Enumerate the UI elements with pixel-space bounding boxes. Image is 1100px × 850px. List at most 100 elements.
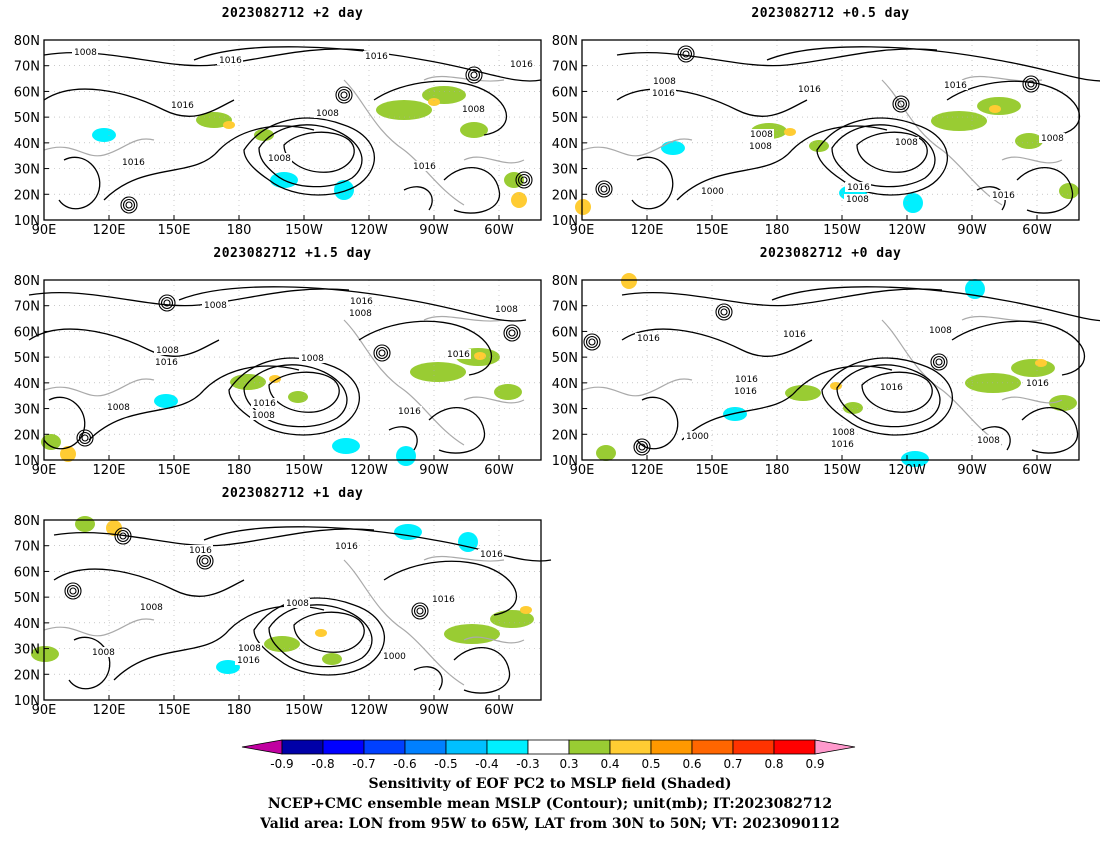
cyclone-contour [1027,80,1035,88]
contour-label-bg [90,647,116,657]
lon-tick-label: 150W [823,223,861,238]
contour-label-bg [251,398,277,408]
shade-negative-0.3 [458,532,478,552]
lon-tick-label: 150E [695,463,728,478]
lon-tick-label: 120W [350,703,388,718]
lon-tick-label: 90W [957,223,987,238]
lat-tick-label: 80N [552,274,578,289]
lon-tick-label: 150E [157,703,190,718]
contour-label: 1016 [1026,379,1049,389]
lat-tick-label: 20N [14,428,40,443]
contour-label-bg [363,51,389,61]
cyclone-contour [337,88,351,102]
coastline [961,75,1043,82]
cyclone-contour [595,180,613,198]
coastline [581,378,693,397]
mslp-contour [193,46,542,82]
lat-tick-label: 60N [14,565,40,580]
mslp-contour [676,125,888,201]
lat-tick-label: 40N [552,377,578,392]
cyclone-contour [120,196,138,214]
contour-label: 1008 [895,138,918,148]
contour-label-bg [314,108,340,118]
lat-tick-label: 10N [14,214,40,229]
contour-label-bg [236,643,262,653]
lat-tick-label: 30N [14,163,40,178]
shade-positive-0.4 [474,352,486,360]
cyclone-contour [679,47,693,61]
mslp-contour [621,328,813,357]
lon-tick-label: 150E [695,223,728,238]
mslp-contour [616,48,938,67]
coastline [343,319,465,446]
cyclone-contour [720,308,728,316]
cyclone-contour [508,329,516,337]
mslp-contour [103,125,315,201]
cyclone-contour [583,333,601,351]
shade-negative-0.3 [903,193,923,213]
cyclone-contour [467,68,481,82]
cyclone-contour [1022,75,1040,93]
contour-label-bg [975,435,1001,445]
shade-negative-0.3 [723,407,747,421]
contour-label: 1008 [462,105,485,115]
contour-label-bg [796,84,822,94]
lat-tick-label: 10N [14,454,40,469]
contour-label-bg [299,353,325,363]
shade-positive-0.4 [989,105,1001,113]
lon-tick-label: 90W [419,703,449,718]
map-panel-p-1.5day: 1008 1016 1016 1016 1008 1008 1008 1016 1008 1016… [14,274,542,478]
cyclone-contour [81,434,89,442]
lon-tick-label: 60W [1022,223,1052,238]
cyclone-contour [66,584,80,598]
lon-tick-label: 90W [419,223,449,238]
mslp-contour [816,117,948,196]
shade-negative-0.3 [661,141,685,155]
lon-tick-label: 90E [570,463,595,478]
coastline [463,396,525,404]
cyclone-contour [503,324,521,342]
cyclone-contour [335,86,353,104]
lon-tick-label: 90E [32,223,57,238]
shade-positive-0.3 [75,516,95,532]
lon-tick-label: 150W [285,703,323,718]
lat-tick-label: 50N [14,111,40,126]
panel-title-0.5day: 2023082712 +0.5 day [751,6,910,21]
cyclone-contour [69,587,77,595]
contour-label: 1008 [238,644,261,654]
lat-tick-label: 70N [14,60,40,75]
lon-tick-label: 120W [350,463,388,478]
colorbar: -0.9 -0.8 -0.7 -0.6 -0.5 -0.4 -0.3 0.3 0.4 0.5 0.6… [241,739,856,771]
mslp-contour [268,371,340,413]
cyclone-contour [585,335,599,349]
coastline [881,79,1003,206]
mslp-contour [621,288,943,307]
contour-label: 1008 [301,354,324,364]
mslp-contour [293,611,365,653]
coastline [1001,156,1063,164]
shade-positive-0.3 [504,172,524,188]
shade-positive-0.3 [264,636,300,652]
contour-label-bg [829,439,855,449]
mslp-contour [856,131,928,173]
colorbar-label: 0.5 [641,757,660,771]
contour-label-bg [650,88,676,98]
lat-tick-label: 60N [552,85,578,100]
lon-tick-label: 120E [92,223,125,238]
contour-label: 1016 [350,297,373,307]
colorbar-bin [363,739,406,755]
coastline [463,156,525,164]
contour-label: 1008 [750,130,773,140]
lon-tick-label: 180 [227,703,252,718]
coastline [961,315,1043,322]
contour-label-bg [635,333,661,343]
lat-tick-label: 80N [14,514,40,529]
lat-tick-label: 30N [552,403,578,418]
cyclone-contour [125,201,133,209]
lon-tick-label: 180 [227,463,252,478]
colorbar-label: 0.7 [723,757,742,771]
contour-label: 1008 [286,599,309,609]
mslp-contour [861,371,933,413]
contour-label: 1016 [237,656,260,666]
contour-label: 1016 [798,85,821,95]
